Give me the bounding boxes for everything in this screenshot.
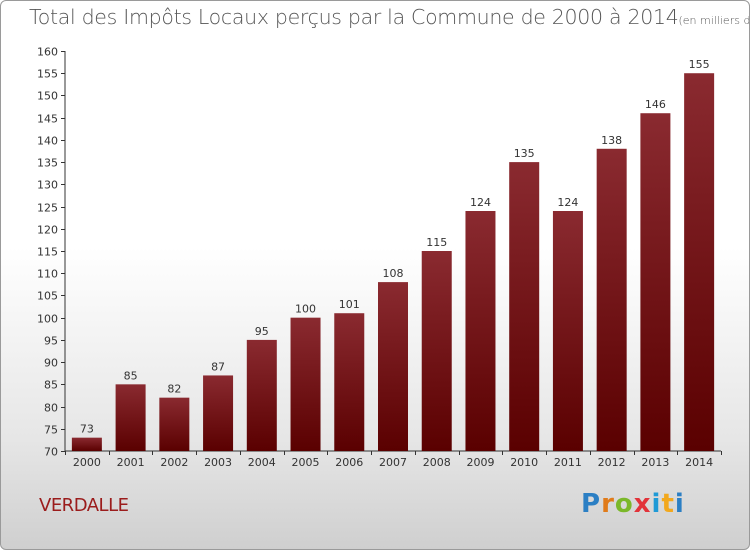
data-label: 87	[211, 360, 225, 373]
y-tick-label: 125	[37, 202, 58, 215]
bar	[334, 313, 365, 451]
y-tick-label: 120	[37, 224, 58, 237]
bar	[378, 282, 408, 451]
proxiti-logo: Proxiti	[581, 489, 685, 519]
data-label: 146	[645, 98, 666, 111]
x-tick-label: 2011	[554, 456, 582, 469]
y-tick-label: 90	[44, 357, 58, 370]
x-tick-label: 2014	[685, 456, 713, 469]
bar	[509, 162, 540, 451]
bar	[596, 148, 627, 451]
logo-letter: P	[581, 489, 602, 519]
y-tick-label: 105	[37, 290, 58, 303]
chart-title: Total des Impôts Locaux perçus par la Co…	[29, 5, 750, 29]
x-tick-label: 2013	[641, 456, 669, 469]
x-tick-label: 2012	[598, 456, 626, 469]
bar	[115, 384, 146, 451]
axes: 70 75 80 85 90 95 100 105 110 115 120 125 130 135 140 1…	[37, 46, 722, 469]
bar	[465, 211, 496, 451]
bar	[159, 397, 190, 451]
y-tick-label: 70	[44, 446, 58, 459]
value-labels: 73 85 82 87 95 100 101 108 115 124 135 124 138 146 155	[80, 58, 710, 435]
x-tick-label: 2009	[466, 456, 494, 469]
y-tick-label: 110	[37, 268, 58, 281]
data-label: 85	[124, 369, 138, 382]
logo-letter: t	[661, 489, 675, 519]
bar	[290, 317, 321, 451]
title-text: Total des Impôts Locaux perçus par la Co…	[29, 5, 679, 29]
y-tick-label: 85	[44, 379, 58, 392]
data-label: 108	[383, 267, 404, 280]
x-tick-label: 2001	[117, 456, 145, 469]
data-label: 135	[514, 147, 535, 160]
data-label: 101	[339, 298, 360, 311]
data-label: 82	[167, 383, 181, 396]
x-tick-label: 2006	[335, 456, 363, 469]
x-tick-label: 2010	[510, 456, 538, 469]
y-tick-label: 155	[37, 68, 58, 81]
x-tick-label: 2007	[379, 456, 407, 469]
logo-letter: x	[633, 489, 652, 519]
y-tick-label: 130	[37, 179, 58, 192]
x-tick-label: 2000	[73, 456, 101, 469]
y-tick-label: 135	[37, 157, 58, 170]
y-tick-label: 160	[37, 46, 58, 59]
bar	[684, 73, 715, 451]
bar	[421, 251, 452, 451]
logo-letter: i	[651, 489, 662, 519]
y-tick-label: 140	[37, 135, 58, 148]
commune-name: VERDALLE	[39, 495, 129, 516]
y-tick-label: 100	[37, 313, 58, 326]
y-tick-label: 95	[44, 335, 58, 348]
x-tick-label: 2005	[292, 456, 320, 469]
y-tick-label: 115	[37, 246, 58, 259]
y-tick-label: 80	[44, 402, 58, 415]
x-tick-label: 2003	[204, 456, 232, 469]
bar	[640, 113, 671, 451]
data-label: 100	[295, 303, 316, 316]
x-tick-label: 2008	[423, 456, 451, 469]
logo-letter: o	[614, 489, 634, 519]
y-tick-label: 75	[44, 424, 58, 437]
chart-subtitle: (en milliers d'€)	[678, 14, 750, 27]
data-label: 124	[470, 196, 491, 209]
data-label: 155	[689, 58, 710, 71]
y-tick-label: 145	[37, 113, 58, 126]
data-label: 138	[601, 134, 622, 147]
data-label: 73	[80, 423, 94, 436]
bars	[71, 73, 715, 451]
bar	[203, 375, 234, 451]
logo-letter: r	[601, 489, 615, 519]
x-tick-label: 2004	[248, 456, 276, 469]
data-label: 124	[557, 196, 578, 209]
bar	[552, 211, 583, 451]
bar	[246, 339, 277, 451]
logo-letter: i	[674, 489, 685, 519]
data-label: 95	[255, 325, 269, 338]
x-tick-label: 2002	[160, 456, 188, 469]
data-label: 115	[426, 236, 447, 249]
y-tick-label: 150	[37, 90, 58, 103]
bar	[71, 437, 102, 451]
